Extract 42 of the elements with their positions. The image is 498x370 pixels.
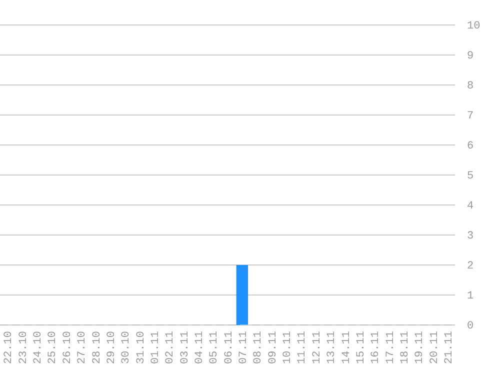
x-tick-label: 22.10 xyxy=(3,331,16,364)
x-tick-label: 27.10 xyxy=(76,331,89,364)
x-tick-label: 04.11 xyxy=(194,330,206,364)
x-tick-label: 26.10 xyxy=(62,331,74,364)
x-tick-label: 28.10 xyxy=(91,331,104,364)
x-tick-label: 20.11 xyxy=(428,330,441,364)
x-tick-label: 11.11 xyxy=(296,330,309,364)
y-tick-label: 1 xyxy=(467,290,474,303)
y-tick-label: 9 xyxy=(467,50,474,63)
x-tick-label: 15.11 xyxy=(355,330,368,364)
y-tick-label: 6 xyxy=(467,140,474,153)
y-tick-label: 8 xyxy=(467,80,474,93)
x-tick-label: 03.11 xyxy=(179,330,192,364)
x-tick-label: 12.11 xyxy=(311,330,324,364)
y-tick-label: 10 xyxy=(467,20,480,33)
x-tick-label: 07.11 xyxy=(238,330,250,364)
x-tick-label: 10.11 xyxy=(282,330,294,364)
y-tick-label: 0 xyxy=(467,320,474,333)
y-tick-label: 3 xyxy=(467,230,474,243)
x-tick-label: 01.11 xyxy=(150,330,162,364)
y-tick-label: 2 xyxy=(467,260,474,273)
y-tick-label: 7 xyxy=(467,110,474,123)
x-tick-label: 14.11 xyxy=(340,330,353,364)
x-tick-label: 25.10 xyxy=(47,331,60,364)
x-tick-label: 08.11 xyxy=(252,330,265,364)
y-tick-label: 5 xyxy=(467,170,474,183)
y-tick-label: 4 xyxy=(467,200,474,213)
x-tick-label: 02.11 xyxy=(164,330,177,364)
x-tick-label: 29.10 xyxy=(106,331,118,364)
x-tick-label: 05.11 xyxy=(208,330,221,364)
x-tick-label: 17.11 xyxy=(384,330,397,364)
x-tick-label: 18.11 xyxy=(399,330,412,364)
x-tick-label: 30.10 xyxy=(120,331,133,364)
x-tick-label: 06.11 xyxy=(223,330,236,364)
x-tick-label: 23.10 xyxy=(18,331,30,364)
x-tick-label: 13.11 xyxy=(326,330,338,364)
x-tick-label: 16.11 xyxy=(370,330,382,364)
x-tick-label: 24.10 xyxy=(32,331,45,364)
x-tick-label: 09.11 xyxy=(267,330,280,364)
x-tick-label: 19.11 xyxy=(414,330,426,364)
x-tick-label: 31.10 xyxy=(135,331,148,364)
x-tick-label: 21.11 xyxy=(444,330,456,364)
